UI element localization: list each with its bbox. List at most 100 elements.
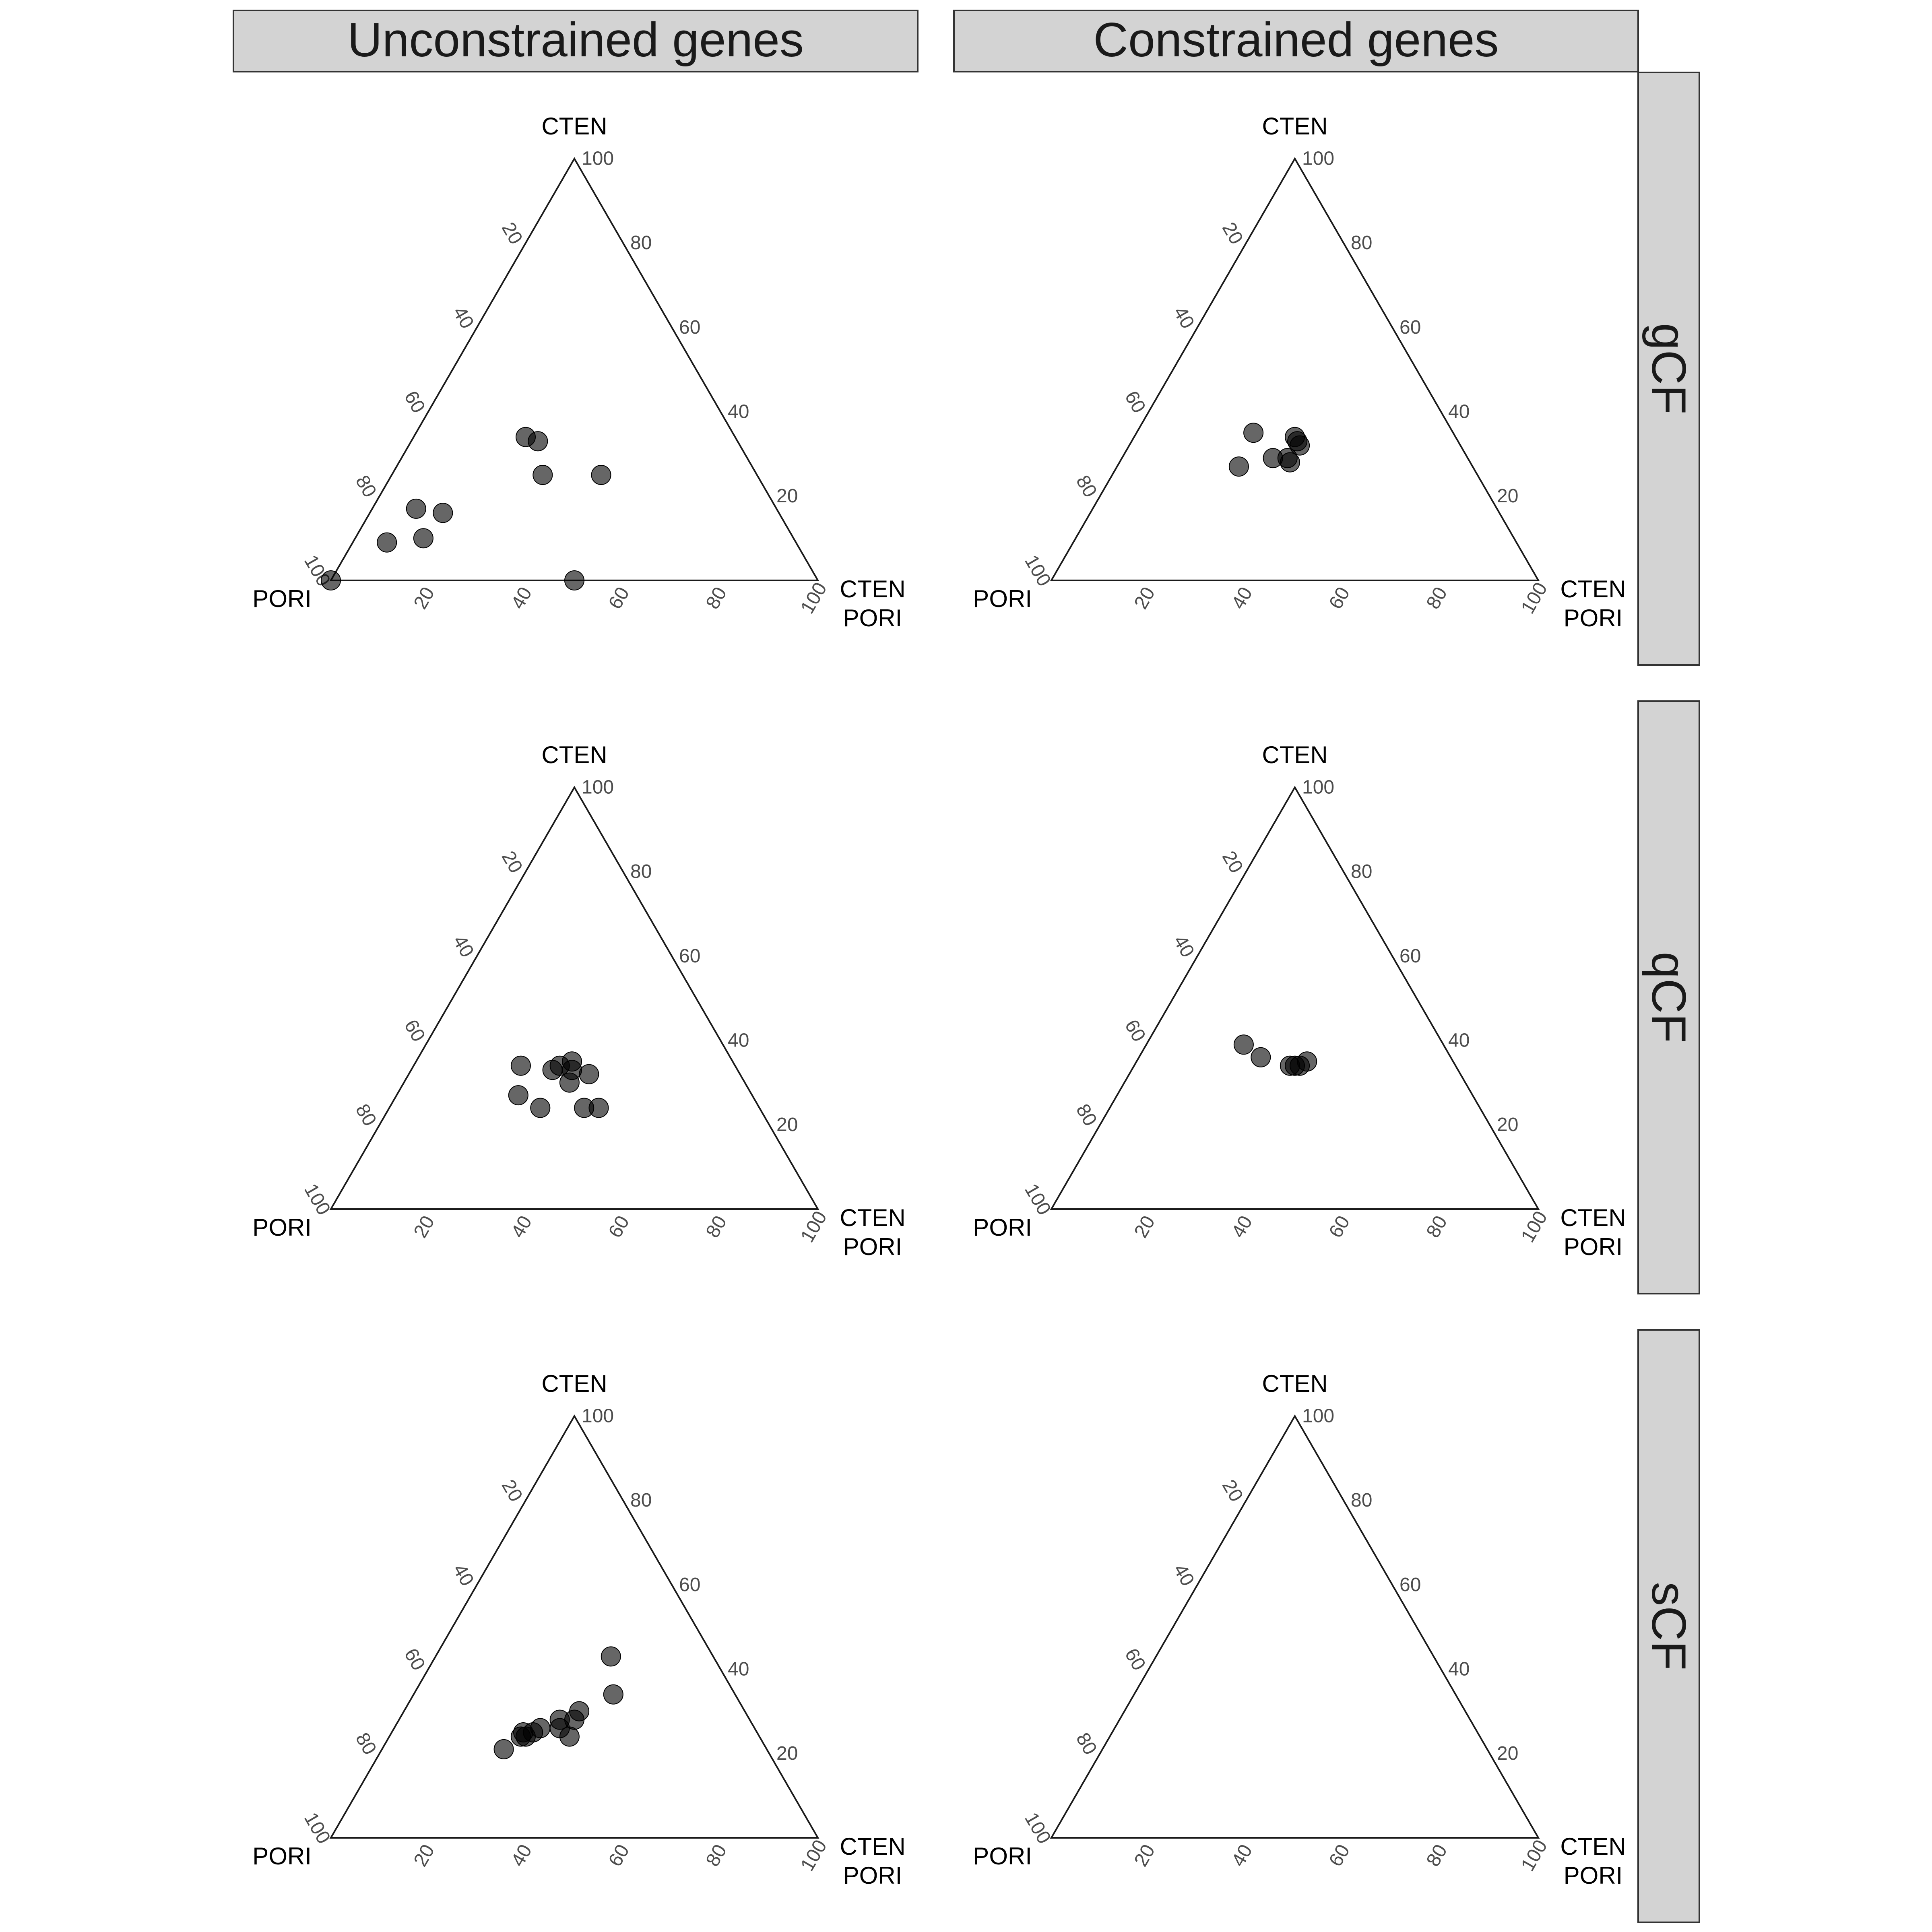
data-point	[516, 427, 536, 447]
tick-label-left: 80	[1072, 1729, 1101, 1759]
vertex-label-top: CTEN	[1262, 113, 1327, 140]
tick-label-right: 100	[582, 777, 614, 798]
vertex-label-left: PORI	[973, 1214, 1032, 1241]
tick-label-left: 60	[1121, 1016, 1150, 1045]
tick-label-bottom: 80	[1422, 584, 1452, 613]
tick-label-left: 20	[1218, 1476, 1247, 1505]
vertex-label-right-bottom: PORI	[843, 605, 902, 632]
data-point	[493, 1739, 514, 1759]
vertex-label-top: CTEN	[1262, 1370, 1327, 1397]
tick-label-right: 100	[1302, 1406, 1334, 1427]
tick-label-bottom: 20	[1130, 1212, 1160, 1242]
vertex-label-right-bottom: PORI	[1564, 605, 1623, 632]
tick-label-right: 60	[1399, 1574, 1421, 1596]
vertex-label-top: CTEN	[1262, 741, 1327, 768]
tick-label-left: 100	[300, 1180, 334, 1219]
tick-label-right: 40	[1448, 1658, 1470, 1680]
tick-label-right: 80	[630, 1490, 652, 1511]
data-points	[508, 1051, 609, 1118]
tick-label-bottom: 60	[605, 1212, 634, 1242]
panel-gcf-unconstrained-genes: 202020404040606060808080100100100CTENPOR…	[252, 113, 905, 632]
column-strip-unconstrained: Unconstrained genes	[233, 10, 919, 72]
tick-label-right: 20	[776, 485, 798, 507]
vertex-label-top: CTEN	[541, 1370, 607, 1397]
tick-label-left: 40	[449, 932, 478, 961]
tick-label-bottom: 40	[1228, 584, 1257, 613]
tick-label-bottom: 80	[702, 1841, 731, 1870]
tick-label-bottom: 100	[1517, 1836, 1552, 1875]
vertex-label-left: PORI	[973, 585, 1032, 612]
triangle-outline	[329, 786, 819, 1210]
tick-label-bottom: 20	[410, 1212, 439, 1242]
data-point	[1277, 448, 1298, 469]
data-point	[588, 1098, 609, 1118]
tick-label-right: 80	[1351, 1490, 1372, 1511]
vertex-label-top: CTEN	[541, 113, 607, 140]
tick-label-right: 80	[630, 861, 652, 882]
tick-label-bottom: 60	[1325, 1212, 1354, 1242]
tick-label-bottom: 20	[410, 1841, 439, 1870]
tick-label-left: 20	[497, 1476, 527, 1505]
data-point	[523, 1722, 543, 1742]
tick-label-right: 20	[1497, 485, 1518, 507]
tick-label-left: 100	[1020, 551, 1055, 590]
data-point	[321, 570, 341, 590]
tick-label-bottom: 40	[507, 1841, 537, 1870]
tick-label-left: 20	[497, 847, 527, 877]
tick-label-right: 80	[1351, 861, 1372, 882]
tick-label-bottom: 80	[1422, 1212, 1452, 1242]
tick-label-bottom: 80	[1422, 1841, 1452, 1870]
row-label-qcf: qCF	[1642, 952, 1696, 1043]
vertex-label-right-bottom: PORI	[843, 1233, 902, 1260]
tick-label-right: 100	[1302, 777, 1334, 798]
tick-label-bottom: 60	[1325, 1841, 1354, 1870]
tick-label-bottom: 40	[507, 1212, 537, 1242]
data-point	[530, 1098, 551, 1118]
vertex-label-right-top: CTEN	[1560, 1204, 1626, 1231]
tick-label-right: 20	[1497, 1743, 1518, 1764]
vertex-label-left: PORI	[252, 1214, 312, 1241]
tick-labels: 20 20 20 40 40 40 60 60 60 80 80 80 100 100 100	[300, 777, 831, 1246]
triangle-outline	[1050, 786, 1540, 1210]
tick-label-bottom: 80	[702, 584, 731, 613]
tick-label-left: 100	[1020, 1180, 1055, 1219]
tick-label-left: 60	[400, 1645, 429, 1674]
vertex-label-right-top: CTEN	[840, 1204, 905, 1231]
tick-label-right: 100	[582, 148, 614, 169]
data-point	[1233, 1034, 1254, 1055]
data-point	[601, 1646, 621, 1667]
tick-label-left: 80	[1072, 472, 1101, 501]
tick-label-right: 80	[630, 232, 652, 254]
tick-label-right: 20	[776, 1114, 798, 1135]
tick-label-right: 60	[679, 317, 700, 338]
tick-label-bottom: 60	[1325, 584, 1354, 613]
tick-label-right: 20	[776, 1743, 798, 1764]
tick-labels: 20 20 20 40 40 40 60 60 60 80 80 80 100 100 100	[1020, 1406, 1552, 1875]
data-point	[564, 570, 584, 590]
vertex-label-right-bottom: PORI	[843, 1862, 902, 1889]
data-point	[508, 1085, 528, 1106]
data-point	[591, 465, 611, 485]
triangle-outline	[329, 1414, 819, 1839]
data-point	[1228, 456, 1249, 477]
data-point	[579, 1064, 599, 1084]
tick-label-right: 60	[1399, 317, 1421, 338]
tick-label-left: 20	[1218, 219, 1247, 248]
row-strip-gcf: gCF	[1637, 72, 1700, 666]
tick-label-right: 40	[1448, 1030, 1470, 1051]
tick-label-bottom: 20	[1130, 1841, 1160, 1870]
triangle-outline	[1050, 1414, 1540, 1839]
tick-label-left: 80	[351, 1100, 381, 1130]
data-points	[1228, 423, 1310, 477]
row-label-scf: sCF	[1642, 1582, 1696, 1670]
tick-label-right: 60	[1399, 945, 1421, 967]
tick-label-bottom: 100	[797, 1836, 831, 1875]
tick-label-left: 40	[1169, 932, 1199, 961]
tick-label-right: 60	[679, 945, 700, 967]
data-point	[510, 1055, 531, 1076]
tick-label-bottom: 40	[1228, 1841, 1257, 1870]
column-strip-constrained: Constrained genes	[953, 10, 1639, 72]
tick-label-left: 40	[449, 303, 478, 332]
tick-label-left: 20	[1218, 847, 1247, 877]
data-point	[377, 532, 397, 553]
